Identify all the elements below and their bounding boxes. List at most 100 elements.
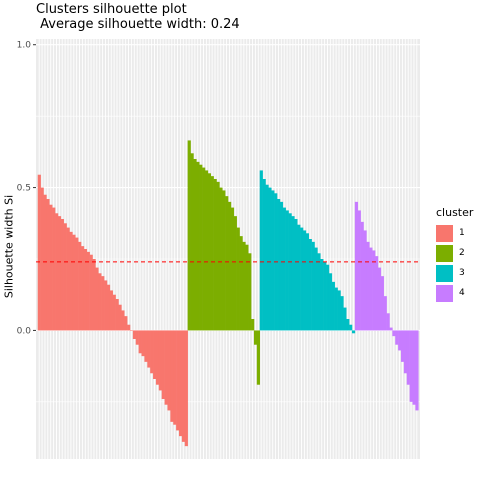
- bar-cluster1-3: [46, 199, 50, 331]
- bar-cluster3-15: [302, 230, 307, 331]
- bar-cluster1-33: [132, 330, 137, 339]
- bar-cluster1-44: [164, 330, 168, 405]
- bar-cluster1-37: [144, 330, 148, 362]
- bar-cluster1-28: [118, 304, 122, 331]
- y-tick-label-0: 0.0: [17, 326, 32, 336]
- bar-cluster2-10: [216, 181, 220, 331]
- bar-cluster1-23: [104, 280, 108, 331]
- bar-cluster3-28: [340, 296, 344, 331]
- bar-cluster1-18: [89, 254, 93, 331]
- legend-title: cluster: [436, 206, 474, 219]
- bar-cluster4-19: [409, 330, 413, 402]
- bar-cluster3-7: [279, 201, 284, 331]
- bar-cluster1-21: [98, 273, 102, 331]
- bar-cluster1-46: [170, 330, 174, 422]
- bar-cluster3-10: [288, 213, 292, 331]
- bar-cluster4-18: [406, 330, 410, 385]
- bar-cluster1-39: [150, 330, 154, 374]
- bar-cluster2-20: [245, 244, 249, 331]
- bar-cluster3-3: [268, 187, 272, 331]
- bar-cluster4-21: [415, 330, 419, 411]
- bar-cluster4-6: [372, 250, 376, 331]
- bar-cluster1-42: [158, 330, 162, 391]
- bar-cluster1-19: [92, 259, 96, 331]
- bar-cluster1-35: [138, 330, 142, 354]
- bar-cluster3-25: [331, 281, 335, 331]
- bar-cluster1-45: [167, 330, 171, 411]
- bar-cluster2-11: [219, 187, 223, 331]
- bar-cluster1-6: [55, 213, 59, 331]
- y-tick-label-1: 0.5: [17, 184, 31, 194]
- bar-cluster4-0: [354, 201, 359, 331]
- bar-cluster1-12: [72, 234, 76, 331]
- bar-cluster3-16: [305, 233, 310, 331]
- chart-title: Clusters silhouette plot: [36, 2, 187, 17]
- bar-cluster3-22: [323, 261, 327, 331]
- bar-cluster1-32: [129, 330, 134, 331]
- bar-cluster2-16: [233, 216, 237, 331]
- bar-cluster2-23: [253, 330, 258, 345]
- bar-cluster4-11: [386, 313, 390, 331]
- bar-cluster2-13: [225, 196, 229, 331]
- legend-swatch-1: [436, 224, 453, 242]
- bar-cluster2-5: [202, 167, 206, 331]
- bar-cluster1-2: [43, 194, 47, 331]
- bar-cluster4-9: [380, 276, 384, 331]
- legend-item-4: 4: [436, 283, 473, 303]
- bar-cluster2-22: [251, 319, 255, 331]
- legend-swatch-4: [436, 284, 453, 302]
- bar-cluster2-19: [242, 241, 246, 331]
- bar-cluster4-14: [395, 330, 399, 345]
- bar-cluster1-30: [124, 316, 128, 331]
- y-tick-label-2: 1.0: [17, 41, 32, 51]
- bar-cluster1-22: [101, 276, 105, 331]
- bar-cluster3-21: [320, 259, 324, 331]
- bar-cluster3-20: [317, 253, 321, 331]
- bar-cluster1-29: [121, 310, 125, 331]
- bar-cluster3-14: [300, 227, 304, 331]
- bar-cluster1-49: [178, 330, 183, 437]
- bar-cluster1-25: [109, 290, 113, 331]
- bar-cluster3-8: [282, 207, 286, 331]
- bar-cluster1-31: [127, 324, 131, 331]
- legend-label-2: 2: [459, 248, 465, 258]
- legend: cluster 1 2 3 4: [436, 206, 473, 303]
- bar-cluster1-51: [184, 330, 188, 447]
- bar-cluster2-3: [196, 161, 200, 331]
- bar-cluster1-50: [181, 330, 186, 442]
- bar-cluster3-18: [311, 241, 315, 331]
- bar-cluster1-17: [86, 251, 90, 331]
- bar-cluster3-24: [328, 273, 333, 331]
- bar-cluster4-17: [403, 330, 408, 374]
- bar-cluster1-34: [135, 330, 139, 345]
- bar-cluster4-7: [375, 256, 379, 331]
- legend-swatch-2: [436, 244, 453, 262]
- bar-cluster2-2: [193, 159, 197, 331]
- bar-cluster3-2: [265, 184, 269, 331]
- chart-subtitle: Average silhouette width: 0.24: [36, 17, 240, 32]
- bar-cluster1-1: [40, 187, 44, 331]
- bar-cluster1-43: [161, 330, 165, 399]
- legend-label-1: 1: [459, 228, 465, 238]
- bar-cluster2-6: [204, 170, 209, 331]
- bar-cluster1-26: [112, 294, 116, 331]
- bar-cluster1-24: [106, 284, 111, 331]
- bar-cluster2-21: [248, 253, 252, 331]
- bar-cluster1-4: [49, 204, 53, 331]
- bar-cluster1-5: [52, 207, 56, 331]
- bar-cluster3-4: [271, 190, 275, 331]
- bar-cluster3-17: [308, 239, 312, 331]
- bar-cluster3-32: [351, 330, 356, 334]
- legend-item-1: 1: [436, 223, 473, 243]
- chart-title-block: Clusters silhouette plot Average silhoue…: [36, 2, 240, 32]
- bar-cluster3-27: [337, 290, 341, 331]
- bar-cluster2-18: [239, 236, 243, 331]
- bar-cluster2-0: [187, 140, 191, 331]
- bar-cluster3-12: [294, 219, 298, 331]
- bar-cluster1-14: [78, 241, 82, 331]
- bar-cluster1-38: [147, 330, 151, 368]
- bar-cluster2-8: [210, 176, 214, 331]
- legend-item-2: 2: [436, 243, 473, 263]
- bar-cluster3-9: [285, 210, 289, 331]
- bar-cluster4-3: [363, 230, 367, 331]
